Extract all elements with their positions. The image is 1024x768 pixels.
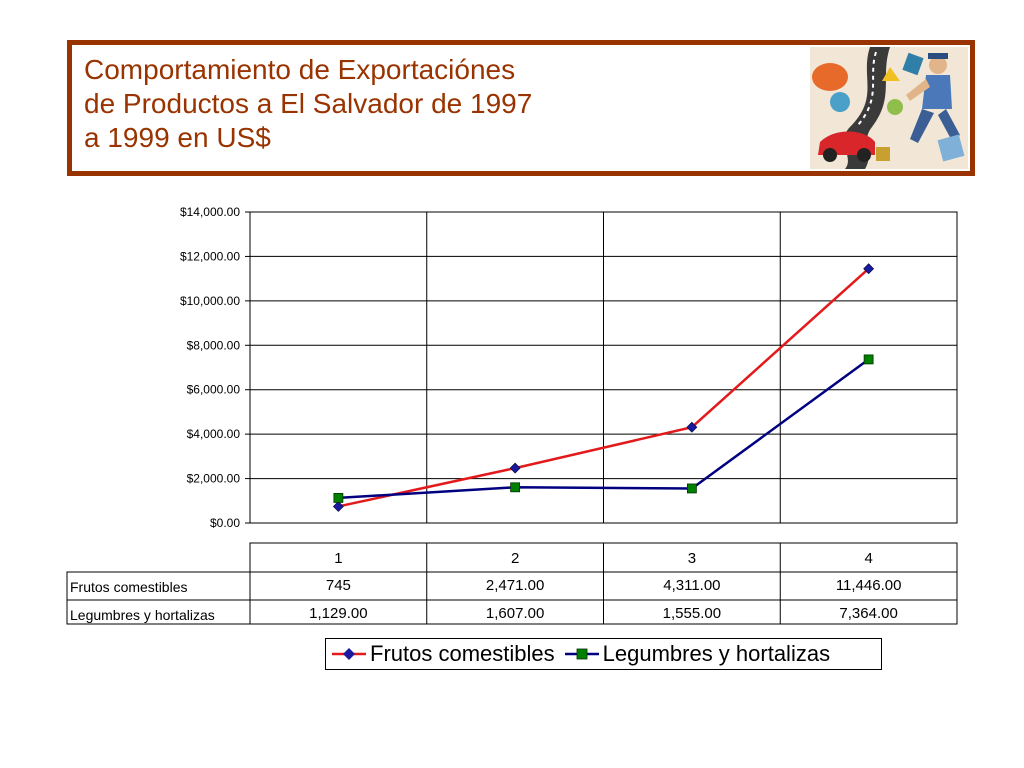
table-cell-value: 1,555.00 (663, 605, 721, 622)
legend-item-legumbres: Legumbres y hortalizas (564, 641, 831, 667)
data-table-row-headers (66, 571, 251, 625)
legend-key-frutos (332, 646, 366, 662)
y-tick-label: $4,000.00 (187, 427, 241, 441)
table-cell-value: 2,471.00 (486, 577, 544, 594)
y-tick-label: $12,000.00 (180, 249, 240, 263)
legend-label-legumbres: Legumbres y hortalizas (602, 641, 831, 666)
data-point (863, 263, 875, 275)
x-category-label: 4 (864, 550, 872, 567)
runner-collage-icon (810, 47, 968, 169)
title-line-2: de Productos a El Salvador de 1997 (84, 88, 533, 119)
data-point (509, 462, 521, 474)
table-cell-value: 11,446.00 (836, 577, 902, 594)
chart-title: Comportamiento de Exportaciónes de Produ… (84, 53, 532, 155)
series-line-2 (338, 358, 870, 500)
table-row-label: Frutos comestibles (70, 579, 187, 595)
legend-label-frutos: Frutos comestibles (370, 641, 555, 666)
data-point (686, 483, 697, 494)
y-tick-label: $10,000.00 (180, 294, 240, 308)
x-category-label: 3 (688, 550, 696, 567)
y-tick-label: $14,000.00 (180, 205, 240, 219)
data-point (510, 482, 521, 493)
data-point (686, 421, 698, 433)
y-tick-label: $6,000.00 (187, 383, 241, 397)
table-cell-value: 1,607.00 (486, 605, 544, 622)
y-tick-label: $8,000.00 (187, 338, 241, 352)
y-tick-label: $2,000.00 (187, 472, 241, 486)
series-line-1 (338, 267, 870, 508)
legend-key-legumbres (564, 646, 599, 662)
table-cell-value: 745 (326, 577, 351, 594)
title-line-3: a 1999 en US$ (84, 122, 271, 153)
y-tick-label: $0.00 (210, 516, 240, 530)
data-point (863, 354, 874, 365)
data-point (333, 493, 344, 503)
x-category-label: 1 (334, 550, 342, 567)
legend-item-frutos: Frutos comestibles (332, 641, 555, 667)
title-frame: Comportamiento de Exportaciónes de Produ… (67, 40, 975, 176)
x-category-label: 2 (511, 550, 519, 567)
table-cell-value: 7,364.00 (839, 605, 897, 622)
chart-legend: Frutos comestibles Legumbres y hortaliza… (325, 638, 882, 670)
title-line-1: Comportamiento de Exportaciónes (84, 54, 516, 85)
data-point (332, 501, 344, 512)
table-cell-value: 4,311.00 (663, 577, 720, 594)
table-cell-value: 1,129.00 (309, 605, 367, 622)
table-row-label: Legumbres y hortalizas (70, 607, 215, 623)
